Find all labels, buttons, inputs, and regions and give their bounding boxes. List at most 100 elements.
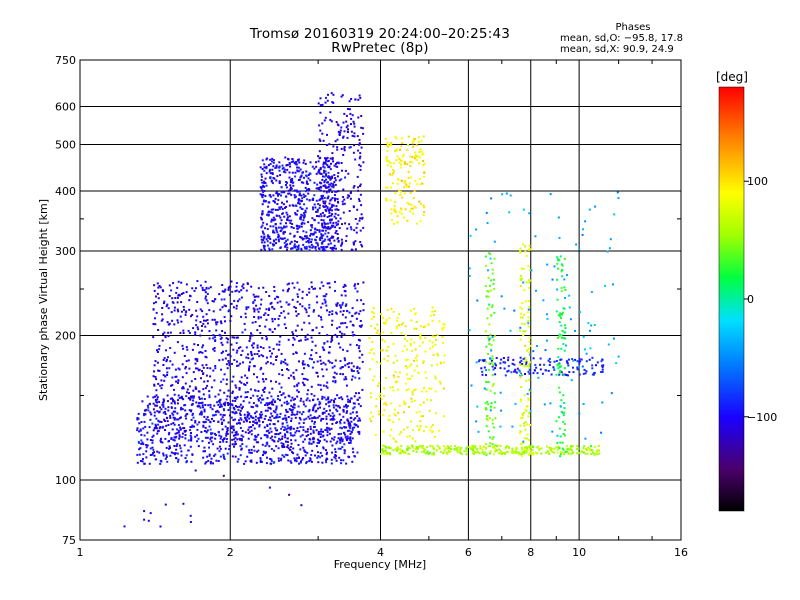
data-point (270, 459, 273, 462)
data-point (319, 156, 322, 159)
data-point (371, 358, 374, 361)
data-point (261, 218, 263, 221)
data-point (190, 437, 193, 440)
data-point (217, 460, 220, 462)
data-point (247, 432, 250, 435)
y-tick-label: 100 (55, 474, 76, 487)
data-point (361, 217, 364, 220)
data-point (433, 435, 436, 438)
data-point (262, 239, 265, 242)
data-point (253, 373, 255, 376)
data-point (596, 453, 599, 456)
data-point (221, 428, 224, 431)
data-point (184, 457, 187, 460)
data-point (208, 396, 211, 399)
data-point (292, 427, 295, 430)
data-point (334, 212, 337, 215)
data-point (307, 221, 310, 224)
data-point (578, 451, 581, 454)
data-point (275, 214, 278, 217)
data-point (293, 196, 296, 199)
data-point (439, 450, 442, 453)
data-point (166, 394, 169, 397)
data-point (349, 433, 352, 435)
data-point (335, 408, 338, 411)
data-point (529, 344, 532, 347)
data-point (296, 410, 299, 413)
data-point (483, 359, 486, 362)
data-point (338, 304, 341, 307)
data-point (570, 452, 573, 455)
data-point (567, 358, 570, 361)
data-point (439, 361, 442, 364)
data-point (177, 321, 180, 324)
data-point (390, 402, 393, 405)
data-point (269, 419, 272, 422)
data-point (173, 306, 176, 309)
data-point (556, 288, 559, 291)
data-point (479, 444, 482, 447)
data-point (189, 521, 192, 523)
data-point (386, 309, 389, 311)
data-point (436, 352, 439, 355)
data-point (233, 418, 236, 421)
data-point (303, 246, 306, 249)
data-point (311, 340, 314, 343)
data-point (139, 429, 142, 432)
data-point (563, 286, 566, 289)
data-point (218, 333, 221, 336)
data-point (385, 318, 388, 321)
data-point (286, 168, 289, 171)
data-point (346, 410, 349, 413)
data-point (290, 434, 293, 437)
data-point (396, 359, 399, 362)
data-point (138, 453, 141, 456)
data-point (273, 417, 276, 419)
data-point (293, 457, 296, 460)
data-point (383, 409, 386, 412)
data-point (357, 372, 360, 374)
data-point (492, 278, 495, 281)
data-point (420, 450, 423, 453)
data-point (337, 447, 340, 450)
data-point (236, 364, 238, 367)
data-point (268, 201, 271, 204)
data-point (174, 297, 177, 299)
data-point (286, 403, 289, 406)
data-point (174, 368, 177, 371)
data-point (287, 447, 290, 450)
data-point (371, 311, 374, 313)
data-point (164, 420, 166, 422)
data-point (582, 447, 585, 450)
data-point (206, 384, 209, 387)
data-point (301, 305, 304, 308)
data-point (418, 427, 421, 430)
data-point (601, 366, 604, 369)
data-point (289, 460, 292, 463)
data-point (278, 416, 281, 418)
data-point (342, 410, 345, 413)
data-point (333, 365, 336, 368)
data-point (286, 243, 289, 246)
data-point (221, 343, 224, 346)
data-point (358, 367, 361, 370)
data-point (293, 406, 296, 409)
data-point (326, 282, 329, 285)
data-point (385, 156, 388, 159)
data-point (520, 267, 523, 270)
data-point (263, 314, 266, 316)
data-point (312, 232, 315, 235)
data-point (296, 427, 299, 429)
data-point (252, 342, 255, 345)
data-point (337, 162, 340, 165)
data-point (402, 411, 405, 414)
data-point (287, 158, 290, 161)
data-point (235, 430, 238, 433)
data-point (291, 223, 294, 225)
data-point (202, 372, 205, 375)
data-point (420, 150, 423, 153)
data-point (267, 164, 270, 167)
stats-heading: Phases (615, 22, 651, 33)
data-point (341, 241, 344, 244)
data-point (300, 225, 303, 228)
